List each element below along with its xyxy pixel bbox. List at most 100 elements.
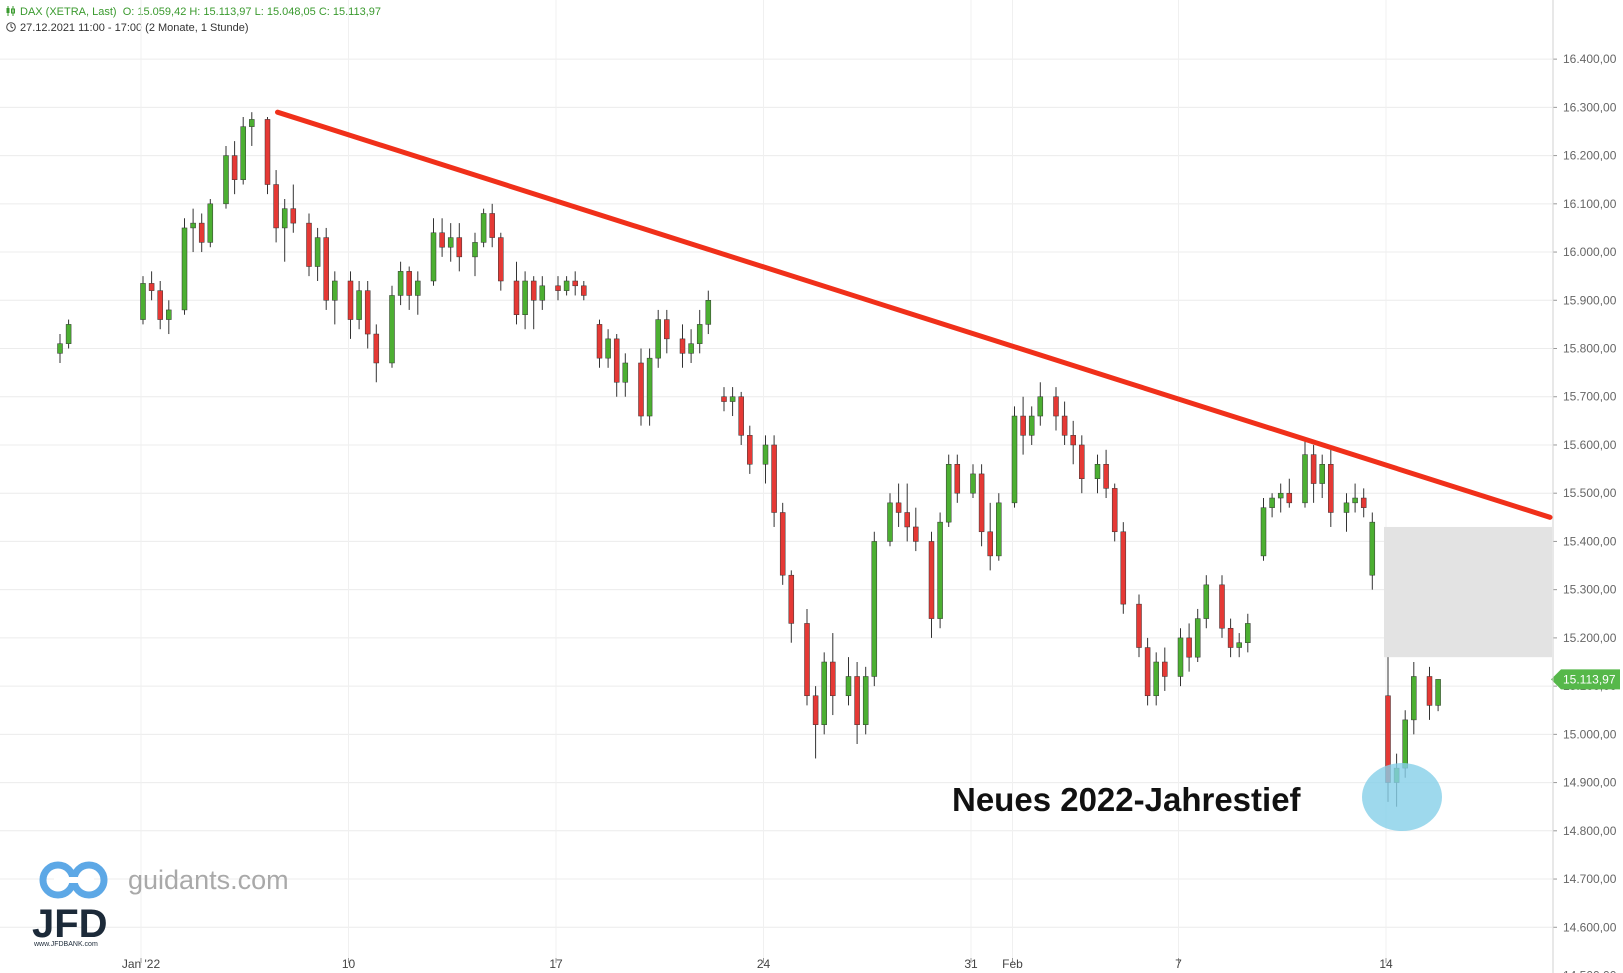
candle: [65, 319, 72, 349]
y-tick-label: 15.300,00: [1563, 583, 1617, 597]
candle: [1020, 396, 1026, 455]
jfd-logo: JFD www.JFDBANK.com: [32, 902, 108, 948]
candle: [472, 232, 478, 277]
candle: [240, 117, 246, 185]
candle: [447, 223, 454, 262]
candle: [804, 608, 810, 706]
candle: [1061, 401, 1068, 445]
candle: [1070, 420, 1076, 465]
y-tick-label: 15.800,00: [1563, 342, 1617, 356]
candle: [198, 213, 205, 253]
candle: [596, 319, 603, 368]
candle: [696, 309, 703, 354]
candle: [646, 348, 653, 426]
candle: [306, 213, 312, 277]
candle: [1162, 647, 1168, 691]
candle: [1310, 444, 1317, 503]
x-tick-label: Jan '22: [122, 957, 161, 971]
candle: [854, 662, 860, 744]
x-axis: Jan '22 10 17 24 31 Feb 7 14: [122, 957, 1393, 971]
candle: [1111, 483, 1118, 542]
candle: [1194, 608, 1201, 663]
candle: [970, 464, 976, 499]
y-tick-label: 15.700,00: [1563, 390, 1617, 404]
candle: [1369, 512, 1376, 590]
candle: [738, 391, 744, 445]
candle: [332, 271, 338, 325]
candle: [539, 276, 546, 310]
instrument-label: DAX (XETRA, Last): [20, 6, 117, 18]
last-price-label: 15.113,97: [1563, 672, 1616, 686]
candle: [729, 387, 736, 417]
candle: [928, 531, 935, 638]
candle: [937, 512, 943, 629]
candle: [1120, 522, 1127, 614]
candle: [406, 266, 412, 310]
candle: [1319, 454, 1325, 499]
range-label: 27.12.2021 11:00 - 17:00 (2 Monate, 1 St…: [20, 22, 249, 34]
candle: [530, 276, 537, 330]
y-axis: 14.500,00 14.600,00 14.700,00 14.800,00 14.9…: [1553, 52, 1617, 973]
candle: [821, 652, 827, 735]
y-tick-label: 15.200,00: [1563, 631, 1617, 645]
candle: [140, 276, 146, 325]
candle: [1136, 594, 1142, 658]
candlestick-icon: [6, 6, 15, 16]
trendline: [275, 109, 1553, 520]
candle: [1037, 382, 1044, 426]
candle: [788, 570, 795, 643]
y-tick-label: 14.600,00: [1563, 920, 1617, 934]
x-tick-label: 14: [1379, 957, 1393, 971]
guidants-logo: guidants.com: [39, 861, 289, 899]
candle: [779, 502, 786, 585]
candle: [978, 464, 985, 547]
y-tick-label: 15.000,00: [1563, 727, 1617, 741]
candle: [721, 387, 727, 412]
chart-header: DAX (XETRA, Last) O: 15.059,42 H: 15.113…: [6, 6, 381, 18]
candle: [190, 208, 196, 253]
candle: [1219, 575, 1225, 638]
candle: [1186, 623, 1192, 672]
candle: [498, 232, 504, 291]
candle: [364, 280, 371, 349]
jfd-logo-sub: www.JFDBANK.com: [33, 941, 98, 948]
candle: [489, 203, 495, 248]
candle: [1011, 406, 1018, 508]
x-tick-label: 31: [964, 957, 978, 971]
candle: [1177, 628, 1184, 687]
candle: [1079, 435, 1085, 494]
candle: [581, 280, 587, 301]
candle: [1144, 637, 1151, 706]
candle: [157, 280, 163, 330]
candle: [356, 280, 362, 330]
candle: [679, 324, 686, 368]
x-tick-label: 24: [757, 957, 771, 971]
candle: [812, 686, 819, 759]
candle: [1426, 666, 1433, 720]
candle: [1236, 633, 1242, 658]
candle: [148, 271, 155, 301]
candle: [273, 170, 279, 243]
candle: [954, 454, 961, 503]
y-tick-label: 15.600,00: [1563, 438, 1617, 452]
candle: [987, 502, 993, 571]
y-tick-label: 14.500,00: [1563, 969, 1617, 973]
candle: [895, 483, 902, 527]
candle: [1343, 493, 1350, 532]
y-tick-label: 16.200,00: [1563, 149, 1617, 163]
candle: [605, 329, 611, 368]
candle: [480, 208, 487, 248]
candle: [862, 666, 869, 735]
ohlc-label: O: 15.059,42 H: 15.113,97 L: 15.048,05 C…: [122, 6, 381, 18]
candle: [513, 261, 520, 325]
candle: [439, 218, 445, 257]
candle: [415, 271, 421, 315]
candle: [430, 218, 437, 286]
candle: [389, 285, 395, 368]
candles: [57, 112, 1441, 807]
candle: [347, 271, 354, 339]
candle: [555, 276, 561, 301]
candle: [1245, 613, 1251, 653]
website-text: guidants.com: [128, 865, 289, 895]
